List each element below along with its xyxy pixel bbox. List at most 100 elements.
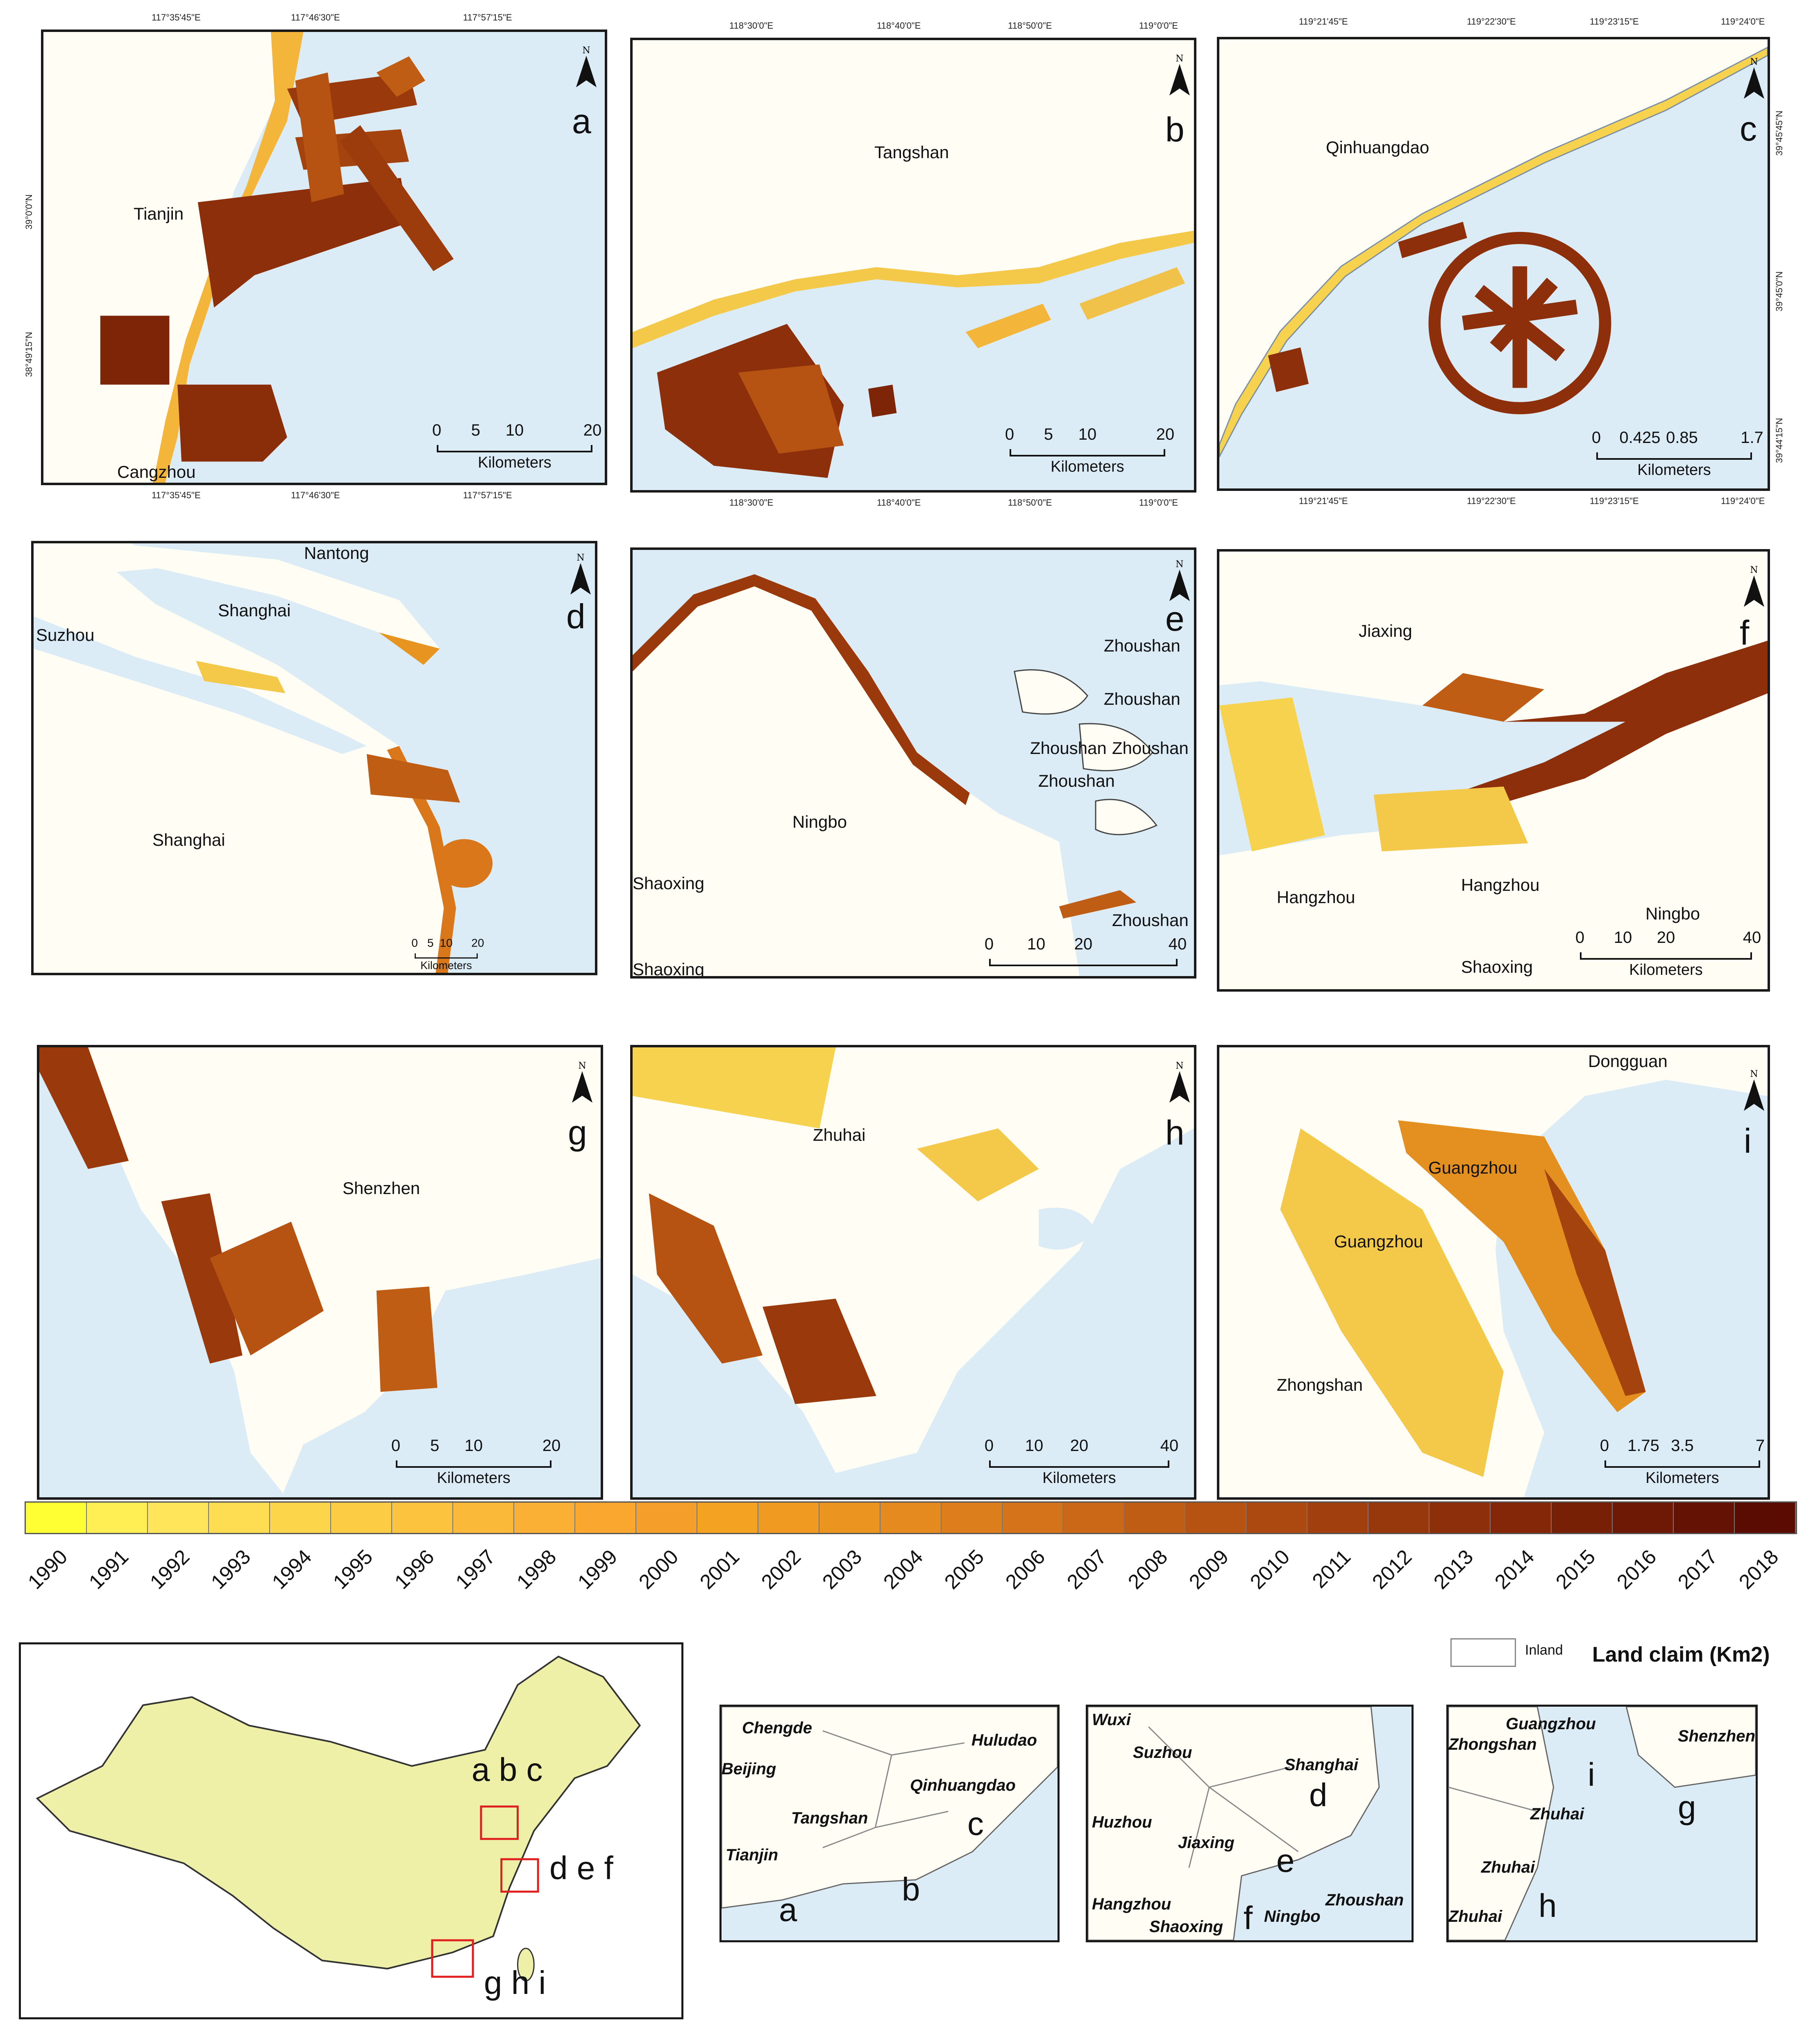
legend-year-label: 1996 xyxy=(390,1545,438,1594)
legend-year-label: 2000 xyxy=(634,1545,683,1594)
city-label: Zhoushan xyxy=(1112,738,1189,758)
inset-city-label: Wuxi xyxy=(1092,1711,1131,1729)
map-graphic-b xyxy=(633,40,1194,478)
legend-swatch xyxy=(1246,1503,1308,1533)
legend-year-label: 1993 xyxy=(207,1545,255,1594)
tick-label: 39°44'15"N xyxy=(1774,418,1784,463)
tick-label: 119°0'0"E xyxy=(1139,497,1178,508)
inset-city-label: Zhuhai xyxy=(1448,1907,1502,1925)
inset-city-label: Suzhou xyxy=(1133,1744,1192,1762)
north-arrow-icon: N xyxy=(1169,54,1190,95)
inset-map-south: Guangzhou Zhongshan Shenzhen Zhuhai Zhuh… xyxy=(1446,1705,1758,1942)
legend-year-label: 2013 xyxy=(1429,1545,1477,1594)
china-outline-graphic xyxy=(36,1655,641,1982)
scale-bar: 0 5 10 20 Kilometers xyxy=(1005,425,1175,475)
legend-swatch xyxy=(1491,1503,1552,1533)
legend-swatch xyxy=(941,1503,1003,1533)
panel-letter: a xyxy=(572,102,591,141)
city-label: Tianjin xyxy=(134,204,184,223)
svg-text:N: N xyxy=(576,553,584,563)
legend-swatch xyxy=(270,1503,331,1533)
city-label: Ningbo xyxy=(1645,904,1700,923)
inland-swatch xyxy=(1450,1638,1516,1667)
inset-city-label: Shanghai xyxy=(1284,1756,1359,1774)
north-arrow-icon: N xyxy=(1744,565,1764,607)
panel-letter: d xyxy=(566,597,585,636)
city-label: Dongguan xyxy=(1588,1051,1668,1071)
legend-year-label: 2003 xyxy=(817,1545,867,1594)
tick-label: 39°45'45"N xyxy=(1774,110,1784,156)
legend-year-label: 2002 xyxy=(756,1545,805,1594)
scale-bar: 0 0.425 0.85 1.7 Kilometers xyxy=(1591,429,1763,479)
inset-panel-letter: b xyxy=(902,1871,920,1907)
city-label: Ningbo xyxy=(792,812,847,831)
city-label: Zhoushan xyxy=(1112,911,1189,930)
city-label: Qinhuangdao xyxy=(1326,138,1430,157)
inset-map-east: Wuxi Suzhou Shanghai Huzhou Jiaxing Hang… xyxy=(1086,1705,1414,1942)
city-label: Zhongshan xyxy=(1277,1375,1363,1394)
legend-swatch xyxy=(1002,1503,1064,1533)
legend-year-label: 2012 xyxy=(1368,1545,1416,1594)
north-arrow-icon: N xyxy=(572,1061,592,1103)
tick-label: 117°57'15"E xyxy=(463,490,512,500)
map-panel-b: Tangshan b N 0 5 10 20 Kilometers xyxy=(630,38,1196,493)
legend-swatch xyxy=(331,1503,392,1533)
city-label: Shaoxing xyxy=(1461,957,1533,976)
map-graphic-d xyxy=(34,543,493,973)
map-graphic-g xyxy=(39,1047,601,1494)
city-label: Zhoushan xyxy=(1104,636,1180,655)
inset-city-label: Chengde xyxy=(742,1719,812,1737)
tick-label: 118°40'0"E xyxy=(877,20,921,31)
panel-letter: h xyxy=(1165,1113,1185,1152)
tick-label: 117°46'30"E xyxy=(291,490,340,500)
inset-panel-letter: g xyxy=(1678,1789,1696,1826)
tick-label: 117°35'45"E xyxy=(152,490,201,500)
panel-letter: g xyxy=(568,1113,587,1152)
svg-text:N: N xyxy=(578,1061,586,1071)
legend-year-label: 2007 xyxy=(1062,1545,1111,1594)
inset-city-label: Shenzhen xyxy=(1678,1727,1755,1745)
map-graphic-a xyxy=(43,32,454,483)
panel-letter: f xyxy=(1740,613,1750,652)
inset-panel-letter: a xyxy=(779,1891,797,1928)
tick-label: 117°57'15"E xyxy=(463,12,512,23)
tick-label: 119°24'0"E xyxy=(1721,496,1765,506)
tick-label: 119°22'30"E xyxy=(1467,16,1516,27)
tick-label: 118°40'0"E xyxy=(877,497,921,508)
legend-year-label: 2011 xyxy=(1307,1545,1355,1593)
legend-swatch xyxy=(880,1503,942,1533)
inset-city-label: Zhuhai xyxy=(1530,1805,1584,1823)
city-label: Suzhou xyxy=(36,625,95,645)
legend-swatch xyxy=(636,1503,697,1533)
legend-year-label: 2015 xyxy=(1551,1545,1600,1594)
legend-swatch xyxy=(1613,1503,1674,1533)
tick-label: 38°49'15"N xyxy=(24,332,34,377)
legend-year-label: 2014 xyxy=(1490,1545,1539,1594)
scale-bar: 0 1.75 3.5 7 Kilometers xyxy=(1600,1437,1765,1487)
city-label: Zhoushan xyxy=(1104,689,1180,708)
tick-label: 118°50'0"E xyxy=(1008,497,1052,508)
tick-label: 117°35'45"E xyxy=(152,12,201,23)
inset-city-label: Huludao xyxy=(971,1731,1037,1749)
color-legend-bar xyxy=(25,1501,1797,1534)
legend-year-label: 2009 xyxy=(1184,1545,1233,1594)
city-label: Shenzhen xyxy=(343,1178,420,1198)
inset-city-label: Guangzhou xyxy=(1506,1715,1596,1733)
legend-swatch xyxy=(1368,1503,1430,1533)
svg-text:N: N xyxy=(1176,54,1183,64)
legend-swatch xyxy=(1124,1503,1186,1533)
overview-group-label: d e f xyxy=(549,1850,613,1886)
svg-text:N: N xyxy=(1176,559,1183,570)
city-label: Zhuhai xyxy=(813,1125,866,1144)
inset-graphic-north xyxy=(722,1707,1058,1909)
tick-label: 39°0'0"N xyxy=(24,194,34,229)
tick-label: 118°30'0"E xyxy=(729,497,774,508)
north-arrow-icon: N xyxy=(1744,1069,1764,1111)
legend-year-label: 1995 xyxy=(329,1545,377,1594)
overview-china-map: a b c d e f g h i xyxy=(19,1642,683,2019)
city-label: Jiaxing xyxy=(1359,621,1412,640)
legend-year-label: 2004 xyxy=(879,1545,928,1594)
legend-year-label: 2018 xyxy=(1734,1545,1783,1594)
legend-year-label: 1998 xyxy=(512,1545,561,1594)
panel-letter: e xyxy=(1165,599,1185,638)
